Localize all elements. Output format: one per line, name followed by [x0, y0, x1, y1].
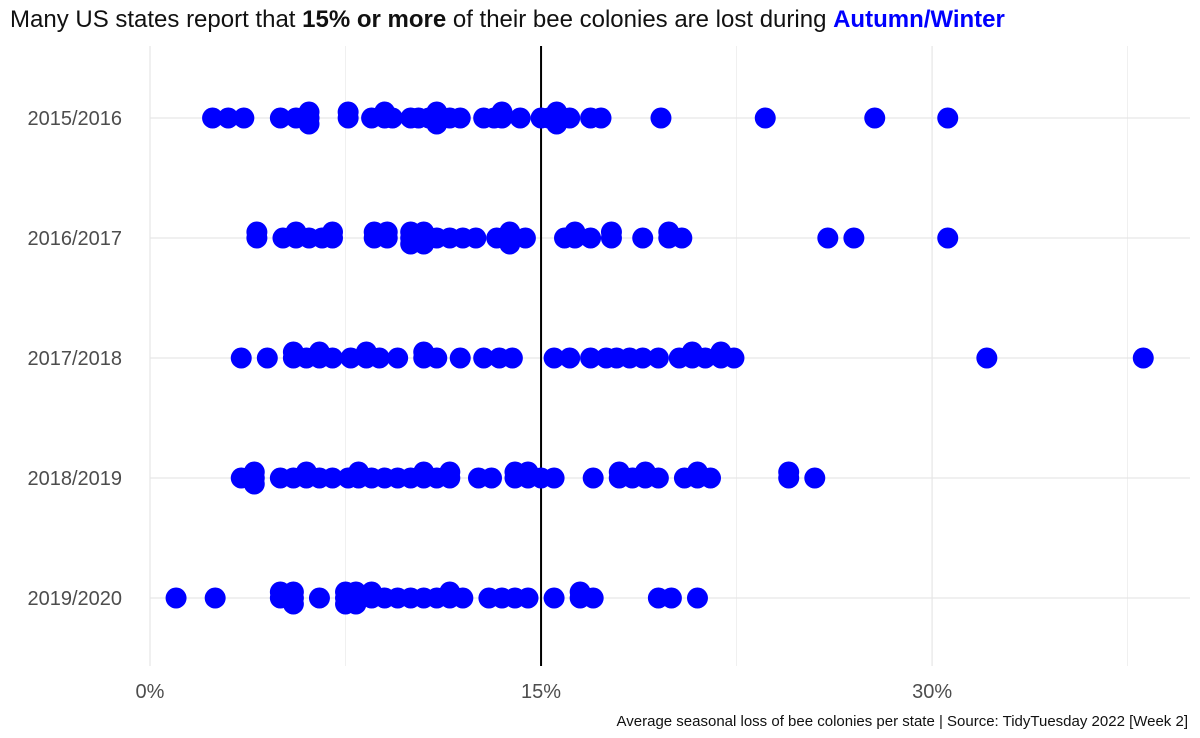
data-point: [1132, 347, 1154, 369]
data-point: [439, 461, 461, 483]
data-point: [491, 101, 513, 123]
data-point: [308, 587, 330, 609]
data-point: [269, 107, 291, 129]
data-point: [700, 467, 722, 489]
data-point: [580, 347, 602, 369]
data-point: [514, 227, 536, 249]
data-point: [937, 227, 959, 249]
data-point: [256, 347, 278, 369]
data-point: [449, 107, 471, 129]
data-point: [723, 347, 745, 369]
y-tick-label: 2019/2020: [27, 588, 122, 610]
data-point: [202, 107, 224, 129]
data-point: [647, 467, 669, 489]
y-tick-label: 2016/2017: [27, 228, 122, 250]
data-point: [976, 347, 998, 369]
title-season: Autumn/Winter: [833, 6, 1005, 33]
data-point: [165, 587, 187, 609]
data-point: [632, 347, 654, 369]
data-points: [165, 101, 1154, 615]
x-tick-label: 15%: [521, 681, 561, 703]
data-point: [590, 107, 612, 129]
data-point: [600, 221, 622, 243]
data-point: [754, 107, 776, 129]
data-point: [376, 221, 398, 243]
data-point: [321, 467, 343, 489]
title-prefix: Many US states report that: [10, 6, 303, 33]
data-point: [509, 107, 531, 129]
x-tick-label: 0%: [136, 681, 165, 703]
data-point: [282, 593, 304, 615]
data-point: [233, 107, 255, 129]
data-point: [580, 227, 602, 249]
data-point: [937, 107, 959, 129]
data-point: [481, 467, 503, 489]
data-point: [817, 227, 839, 249]
data-point: [559, 347, 581, 369]
data-point: [230, 347, 252, 369]
data-point: [517, 587, 539, 609]
data-point: [452, 587, 474, 609]
chart-title: Many US states report that 15% or more o…: [10, 6, 1005, 34]
data-point: [426, 347, 448, 369]
data-point: [543, 587, 565, 609]
data-point: [864, 107, 886, 129]
data-point: [387, 347, 409, 369]
data-point: [543, 467, 565, 489]
y-tick-label: 2015/2016: [27, 108, 122, 130]
data-point: [582, 467, 604, 489]
data-point: [465, 227, 487, 249]
data-point: [298, 113, 320, 135]
data-point: [381, 107, 403, 129]
y-tick-label: 2017/2018: [27, 348, 122, 370]
data-point: [660, 587, 682, 609]
axis-labels: 2015/2016 2016/2017 2017/2018 2018/2019 2019…: [27, 108, 952, 703]
data-point: [321, 221, 343, 243]
data-point: [582, 587, 604, 609]
data-point: [368, 347, 390, 369]
data-point: [778, 461, 800, 483]
data-point: [204, 587, 226, 609]
data-point: [543, 347, 565, 369]
data-point: [246, 221, 268, 243]
data-point: [843, 227, 865, 249]
data-point: [686, 587, 708, 609]
data-point: [804, 467, 826, 489]
data-point: [671, 227, 693, 249]
data-point: [243, 473, 265, 495]
data-point: [559, 107, 581, 129]
y-tick-label: 2018/2019: [27, 468, 122, 490]
data-point: [650, 107, 672, 129]
data-point: [337, 101, 359, 123]
chart-caption: Average seasonal loss of bee colonies pe…: [616, 713, 1188, 730]
data-point: [501, 347, 523, 369]
x-tick-label: 30%: [912, 681, 952, 703]
data-point: [647, 347, 669, 369]
data-point: [632, 227, 654, 249]
title-middle: of their bee colonies are lost during: [446, 6, 834, 33]
data-point: [321, 347, 343, 369]
data-point: [473, 347, 495, 369]
data-point: [449, 347, 471, 369]
title-emphasis: 15% or more: [302, 6, 447, 33]
data-point: [217, 107, 239, 129]
